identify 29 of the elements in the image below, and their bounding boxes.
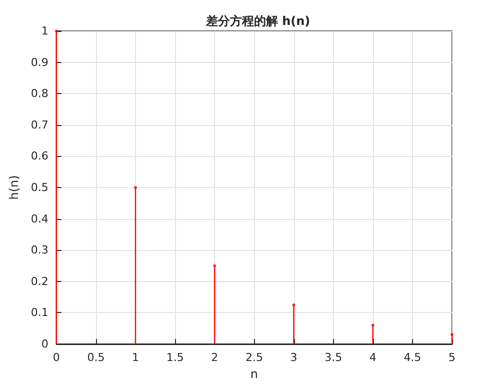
x-tick-label: 5 xyxy=(448,351,456,364)
y-tick-label: 0.7 xyxy=(30,118,48,132)
x-tick-label: 3.5 xyxy=(324,351,342,364)
x-tick-label: 0.5 xyxy=(87,351,105,364)
x-tick-label: 0 xyxy=(52,351,60,364)
chart-title: 差分方程的解 h(n) xyxy=(204,14,310,28)
y-tick-label: 1 xyxy=(41,24,48,38)
point xyxy=(371,324,374,327)
y-tick-label: 0 xyxy=(41,338,48,350)
y-tick-label: 0.6 xyxy=(30,150,48,163)
y-tick-label: 0.9 xyxy=(30,56,48,69)
x-tick-label: 4.5 xyxy=(404,351,422,364)
y-tick-label: 0.5 xyxy=(30,181,48,194)
x-tick-label: 2.5 xyxy=(245,351,263,364)
y-axis-title: h(n) xyxy=(7,175,21,200)
x-tick-label: 3 xyxy=(290,351,298,364)
x-axis-title: n xyxy=(250,367,258,381)
y-tick-label: 0.4 xyxy=(30,212,48,226)
x-tick-label: 2 xyxy=(211,351,218,364)
point xyxy=(450,333,454,336)
x-tick-label: 4 xyxy=(369,351,376,364)
y-tick-label: 0.8 xyxy=(30,87,48,100)
point xyxy=(54,30,58,32)
x-tick-label: 1 xyxy=(132,351,140,364)
point xyxy=(292,303,296,306)
x-tick-label: 1.5 xyxy=(166,351,184,364)
y-tick-label: 0.3 xyxy=(30,244,48,257)
y-tick-label: 0.2 xyxy=(30,274,48,288)
y-tick-label: 0.1 xyxy=(30,306,48,320)
